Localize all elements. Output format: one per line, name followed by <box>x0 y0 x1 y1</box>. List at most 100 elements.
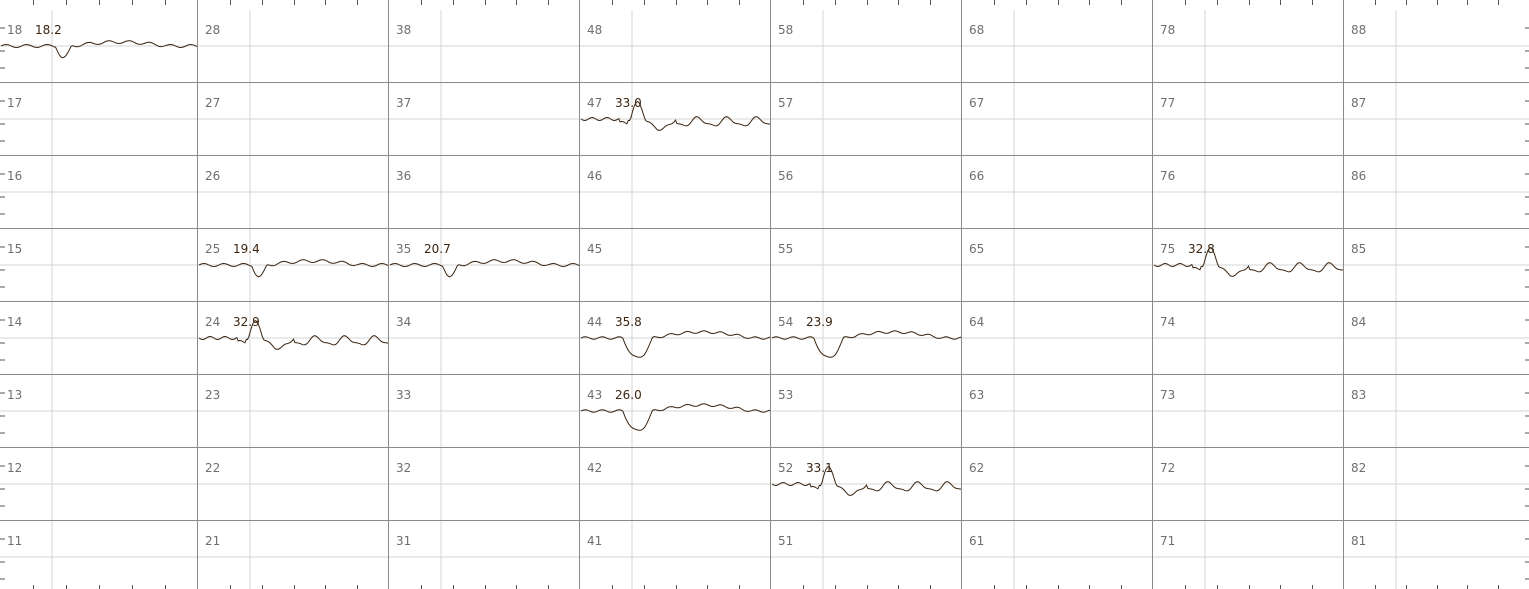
channel-cell[interactable]: 64 <box>962 302 1153 375</box>
channel-cell[interactable]: 16 <box>0 156 198 229</box>
channel-label: 54 <box>778 315 794 329</box>
channel-cell[interactable]: 76 <box>1153 156 1344 229</box>
channel-label: 72 <box>1160 461 1176 475</box>
channel-cell[interactable]: 23 <box>198 375 389 448</box>
channel-label: 55 <box>778 242 794 256</box>
channel-cell[interactable]: 71 <box>1153 521 1344 589</box>
channel-cell[interactable]: 75 32.8 <box>1153 229 1344 302</box>
channel-cell[interactable]: 47 33.0 <box>580 83 771 156</box>
channel-cell[interactable]: 32 <box>389 448 580 521</box>
channel-cell[interactable]: 77 <box>1153 83 1344 156</box>
channel-cell[interactable]: 55 <box>771 229 962 302</box>
channel-label: 81 <box>1351 534 1367 548</box>
channel-cell[interactable]: 37 <box>389 83 580 156</box>
channel-cell[interactable]: 21 <box>198 521 389 589</box>
channel-label: 18 <box>7 23 23 37</box>
channel-cell[interactable]: 86 <box>1344 156 1529 229</box>
channel-label: 23 <box>205 388 221 402</box>
channel-cell[interactable]: 68 <box>962 10 1153 83</box>
channel-cell[interactable]: 54 23.9 <box>771 302 962 375</box>
channel-label: 87 <box>1351 96 1367 110</box>
channel-waveform <box>580 101 771 131</box>
channel-label: 76 <box>1160 169 1176 183</box>
channel-cell[interactable]: 42 <box>580 448 771 521</box>
channel-label: 67 <box>969 96 985 110</box>
channel-cell[interactable]: 35 20.7 <box>389 229 580 302</box>
channel-cell[interactable]: 88 <box>1344 10 1529 83</box>
channel-cell[interactable]: 13 <box>0 375 198 448</box>
channel-label: 53 <box>778 388 794 402</box>
channel-label: 64 <box>969 315 985 329</box>
channel-cell[interactable]: 81 <box>1344 521 1529 589</box>
channel-value: 26.0 <box>615 388 642 402</box>
channel-cell[interactable]: 11 <box>0 521 198 589</box>
channel-cell[interactable]: 65 <box>962 229 1153 302</box>
channel-cell[interactable]: 18 18.2 <box>0 10 198 83</box>
channel-label: 86 <box>1351 169 1367 183</box>
channel-cell[interactable]: 28 <box>198 10 389 83</box>
channel-cell[interactable]: 33 <box>389 375 580 448</box>
channel-cell[interactable]: 74 <box>1153 302 1344 375</box>
channel-label: 14 <box>7 315 23 329</box>
channel-value: 20.7 <box>424 242 451 256</box>
channel-cell[interactable]: 52 33.1 <box>771 448 962 521</box>
channel-label: 82 <box>1351 461 1367 475</box>
channel-label: 13 <box>7 388 23 402</box>
channel-cell[interactable]: 84 <box>1344 302 1529 375</box>
channel-value: 18.2 <box>35 23 62 37</box>
channel-waveform <box>389 259 580 278</box>
channel-cell[interactable]: 82 <box>1344 448 1529 521</box>
channel-cell[interactable]: 36 <box>389 156 580 229</box>
channel-cell[interactable]: 46 <box>580 156 771 229</box>
channel-cell[interactable]: 34 <box>389 302 580 375</box>
channel-cell[interactable]: 48 <box>580 10 771 83</box>
channel-cell[interactable]: 17 <box>0 83 198 156</box>
channel-cell[interactable]: 53 <box>771 375 962 448</box>
channel-cell[interactable]: 67 <box>962 83 1153 156</box>
channel-label: 12 <box>7 461 23 475</box>
channel-cell[interactable]: 72 <box>1153 448 1344 521</box>
channel-cell[interactable]: 22 <box>198 448 389 521</box>
channel-cell[interactable]: 43 26.0 <box>580 375 771 448</box>
channel-cell[interactable]: 26 <box>198 156 389 229</box>
channel-cell[interactable]: 83 <box>1344 375 1529 448</box>
channel-value: 33.0 <box>615 96 642 110</box>
channel-cell[interactable]: 66 <box>962 156 1153 229</box>
channel-cell[interactable]: 41 <box>580 521 771 589</box>
channel-cell[interactable]: 85 <box>1344 229 1529 302</box>
channel-cell[interactable]: 25 19.4 <box>198 229 389 302</box>
channel-cell[interactable]: 78 <box>1153 10 1344 83</box>
channel-waveform <box>1153 247 1344 277</box>
channel-cell[interactable]: 56 <box>771 156 962 229</box>
channel-cell[interactable]: 61 <box>962 521 1153 589</box>
channel-cell[interactable]: 62 <box>962 448 1153 521</box>
channel-cell[interactable]: 45 <box>580 229 771 302</box>
channel-cell[interactable]: 57 <box>771 83 962 156</box>
channel-label: 35 <box>396 242 412 256</box>
channel-cell[interactable]: 24 32.9 <box>198 302 389 375</box>
channel-label: 77 <box>1160 96 1176 110</box>
channel-cell[interactable]: 73 <box>1153 375 1344 448</box>
channel-label: 57 <box>778 96 794 110</box>
channel-label: 17 <box>7 96 23 110</box>
channel-cell[interactable]: 44 35.8 <box>580 302 771 375</box>
channel-label: 32 <box>396 461 412 475</box>
channel-cell[interactable]: 63 <box>962 375 1153 448</box>
channel-cell[interactable]: 58 <box>771 10 962 83</box>
channel-cell[interactable]: 27 <box>198 83 389 156</box>
channel-label: 71 <box>1160 534 1176 548</box>
channel-label: 37 <box>396 96 412 110</box>
channel-cell[interactable]: 31 <box>389 521 580 589</box>
channel-label: 16 <box>7 169 23 183</box>
channel-cell[interactable]: 15 <box>0 229 198 302</box>
channel-cell[interactable]: 12 <box>0 448 198 521</box>
channel-cell[interactable]: 38 <box>389 10 580 83</box>
channel-cell[interactable]: 14 <box>0 302 198 375</box>
channel-waveform <box>0 40 198 59</box>
channel-cell[interactable]: 87 <box>1344 83 1529 156</box>
channel-waveform <box>580 330 771 358</box>
channel-label: 25 <box>205 242 221 256</box>
channel-label: 88 <box>1351 23 1367 37</box>
channel-cell[interactable]: 51 <box>771 521 962 589</box>
channel-label: 56 <box>778 169 794 183</box>
